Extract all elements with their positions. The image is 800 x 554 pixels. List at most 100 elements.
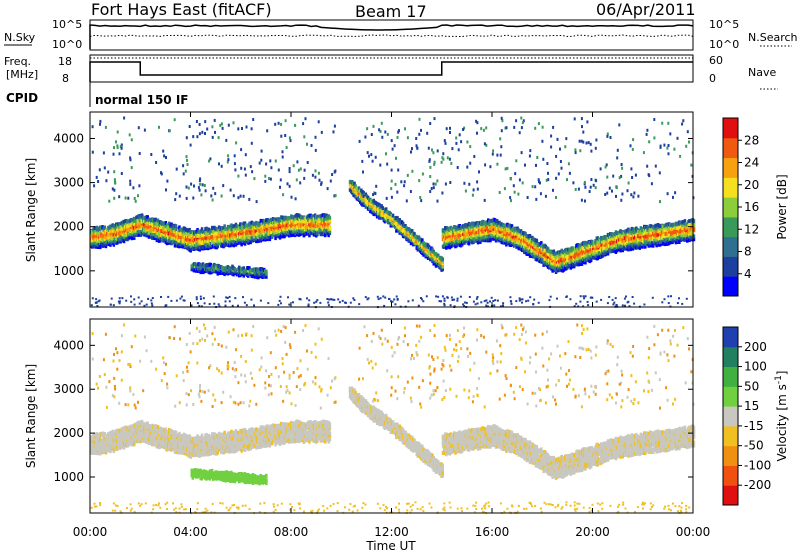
rti-cell xyxy=(290,195,293,199)
rti-cell xyxy=(122,239,126,244)
rti-cell xyxy=(432,151,435,155)
rti-cell xyxy=(574,148,577,152)
rti-cell xyxy=(385,207,388,212)
rti-cell xyxy=(692,222,696,226)
date-title: 06/Apr/2011 xyxy=(596,0,696,19)
nave-tick-bottom: 0 xyxy=(709,72,716,85)
rti-cell xyxy=(692,227,696,232)
rti-cell xyxy=(182,172,185,176)
rti-cell xyxy=(290,233,293,238)
nsearch-trace xyxy=(89,34,694,38)
rti-cell xyxy=(632,138,635,142)
rti-cell xyxy=(587,141,590,145)
rti-cell xyxy=(250,127,253,131)
rti-cell xyxy=(243,167,246,171)
rti-cell xyxy=(91,150,94,154)
rti-cell xyxy=(550,145,553,149)
rti-cell xyxy=(116,130,119,134)
rti-cell xyxy=(572,181,575,185)
rti-cell xyxy=(159,223,162,227)
rti-cell xyxy=(277,168,280,172)
rti-cell xyxy=(529,149,532,153)
rti-cell xyxy=(143,128,146,132)
rti-cell xyxy=(535,197,538,201)
rti-cell xyxy=(592,183,595,187)
rti-cell xyxy=(510,199,512,203)
rti-cell xyxy=(379,163,382,167)
rti-cell xyxy=(520,126,523,130)
rti-cell xyxy=(421,238,424,243)
rti-cell xyxy=(292,226,295,231)
rti-cell xyxy=(515,159,518,163)
rti-cell xyxy=(604,165,607,169)
rti-cell xyxy=(631,176,634,179)
rti-cell xyxy=(156,218,160,223)
rti-cell xyxy=(415,137,418,140)
rti-cell xyxy=(391,213,395,218)
rti-cell xyxy=(646,164,649,168)
rti-cell xyxy=(318,178,321,182)
rti-cell xyxy=(247,238,250,243)
rti-cell xyxy=(277,121,280,125)
rti-cell xyxy=(506,166,509,170)
rti-cell xyxy=(333,124,336,128)
rti-cell xyxy=(232,194,235,198)
rti-cell xyxy=(404,127,406,131)
rti-cell xyxy=(441,191,444,195)
rti-cell xyxy=(385,196,388,200)
rti-cell xyxy=(99,122,101,126)
rti-cell xyxy=(178,194,181,198)
rti-cell xyxy=(199,182,202,186)
rti-cell xyxy=(594,251,597,256)
rti-cell xyxy=(201,230,205,234)
rti-cell xyxy=(386,132,389,136)
rti-cell xyxy=(130,166,133,170)
rti-cell xyxy=(619,233,622,238)
rti-cell xyxy=(178,242,181,247)
rti-cell xyxy=(429,122,432,125)
rti-cell xyxy=(390,179,393,183)
rti-cell xyxy=(104,125,107,129)
rti-cell xyxy=(174,224,178,229)
rti-cell xyxy=(473,155,476,158)
rti-cell xyxy=(638,245,641,250)
rti-cell xyxy=(639,226,643,231)
rti-cell xyxy=(658,171,661,175)
rti-cell xyxy=(645,132,648,136)
rti-cell xyxy=(247,240,250,245)
rti-cell xyxy=(480,127,483,131)
beam-title: Beam 17 xyxy=(355,2,427,21)
rti-cell xyxy=(403,184,406,188)
rti-cell xyxy=(554,264,558,269)
rti-cell xyxy=(248,197,251,201)
rti-cell xyxy=(146,215,149,220)
rti-cell xyxy=(606,134,609,138)
rti-cell xyxy=(484,163,487,167)
rti-cell xyxy=(509,196,512,200)
rti-cell xyxy=(650,182,653,186)
rti-cell xyxy=(274,236,277,241)
rti-cell xyxy=(679,154,682,158)
rti-cell xyxy=(566,253,569,258)
rti-cell xyxy=(279,178,282,182)
rti-cell xyxy=(327,233,330,238)
rti-cell xyxy=(574,188,577,191)
rti-cell xyxy=(371,159,374,163)
rti-cell xyxy=(127,196,130,200)
rti-cell xyxy=(178,225,181,230)
rti-cell xyxy=(631,147,634,151)
rti-cell xyxy=(185,185,188,189)
rti-cell xyxy=(91,232,94,237)
rti-cell xyxy=(185,196,188,200)
rti-cell xyxy=(266,129,269,133)
rti-cell xyxy=(186,158,188,162)
rti-cell xyxy=(113,146,115,150)
rti-cell xyxy=(606,249,610,254)
rti-cell xyxy=(449,131,451,134)
rti-cell xyxy=(542,157,545,161)
rti-cell xyxy=(568,171,571,175)
rti-cell xyxy=(627,181,630,185)
rti-cell xyxy=(274,122,277,126)
rti-cell xyxy=(492,149,495,153)
rti-cell xyxy=(464,189,467,193)
